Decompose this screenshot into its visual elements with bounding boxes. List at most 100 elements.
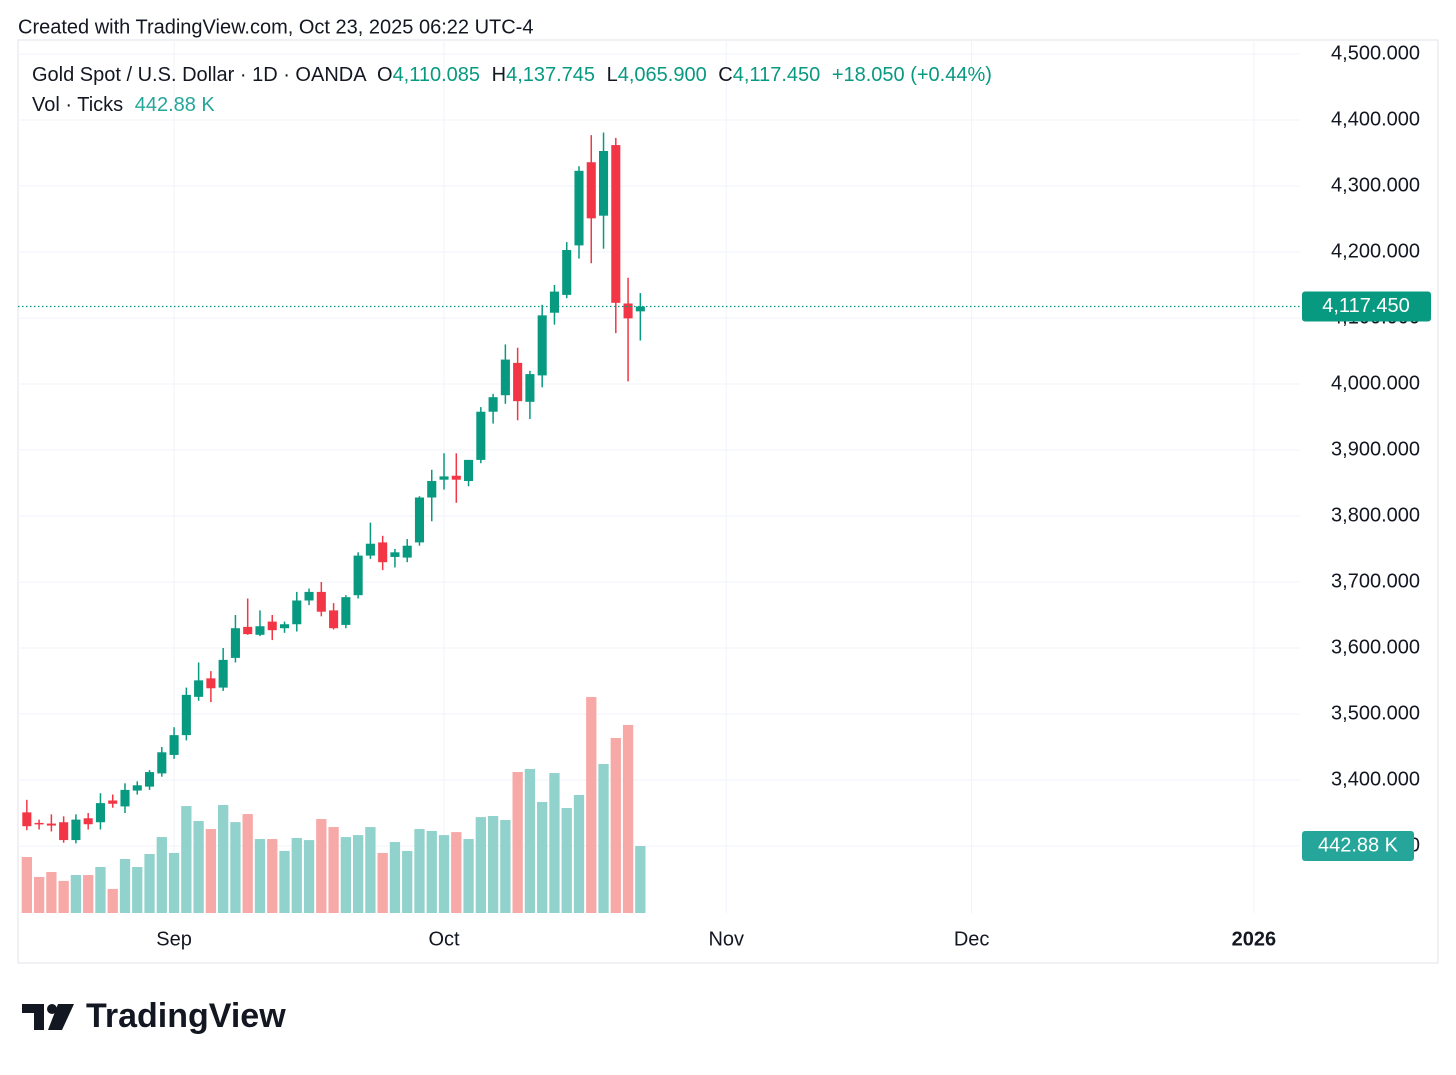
candle-body	[427, 481, 437, 498]
volume-bar	[438, 835, 450, 913]
value: 4,065.900	[618, 64, 707, 86]
logo: TradingView	[22, 997, 286, 1035]
candle-body	[304, 591, 314, 601]
volume-bar	[144, 853, 155, 913]
y-tick-label: 3,800.000	[1331, 504, 1420, 526]
grid	[18, 40, 1300, 913]
candle-body	[194, 680, 204, 697]
key: H	[492, 64, 506, 86]
logo-dot	[47, 1004, 57, 1014]
x-tick-label: Dec	[954, 928, 990, 950]
candle-body	[218, 659, 228, 688]
volume-bar	[303, 840, 315, 913]
volume-bar	[181, 806, 192, 913]
candle-body	[525, 374, 535, 402]
candle-body	[390, 552, 400, 557]
key: L	[607, 64, 618, 86]
volume-bar	[524, 768, 536, 913]
candle-body	[243, 626, 253, 635]
volume-bar	[95, 867, 106, 913]
candle-body	[488, 397, 498, 412]
y-tick-label: 4,200.000	[1331, 240, 1420, 262]
candle-body	[132, 785, 142, 791]
volume-legend: Vol · Ticks 442.88 K	[32, 94, 215, 116]
candle-body	[341, 597, 351, 625]
credit: Created with TradingView.com, Oct 23, 20…	[18, 16, 533, 38]
candle-body	[574, 170, 584, 246]
candle-body	[267, 621, 277, 631]
y-tick-label: 4,400.000	[1331, 108, 1420, 130]
x-tick-label: 2026	[1232, 928, 1277, 950]
volume-bar	[279, 850, 290, 913]
candle-body	[157, 752, 167, 774]
overlay: 3,300.0003,400.0003,500.0003,600.0003,70…	[18, 42, 1431, 950]
volume-bar	[156, 837, 167, 913]
y-tick-label: 4,500.000	[1331, 42, 1420, 64]
y-tick-label: 3,600.000	[1331, 636, 1420, 658]
volume-bar	[254, 839, 266, 913]
volume-bar	[561, 808, 572, 913]
volume-bar	[487, 816, 499, 913]
volume-bar	[218, 804, 229, 913]
volume-bar	[475, 817, 486, 913]
candle-body	[586, 162, 596, 219]
key: C	[718, 64, 732, 86]
volume-bar	[598, 763, 609, 913]
candle-body	[353, 555, 363, 596]
value: 4,137.745	[506, 64, 595, 86]
volume-value: 442.88 K	[135, 94, 216, 116]
candle-body	[95, 803, 105, 823]
volume-bar	[230, 822, 241, 913]
volume-bar	[635, 845, 646, 913]
y-tick-label: 3,700.000	[1331, 570, 1420, 592]
candle-body	[476, 411, 486, 460]
volume-bar	[267, 839, 278, 913]
candle-body	[513, 362, 523, 402]
candle-body	[292, 600, 302, 625]
volume-bar	[107, 888, 118, 913]
volume-bar	[205, 829, 217, 913]
legend: Gold Spot / U.S. Dollar · 1D · OANDA O4,…	[32, 64, 992, 86]
volume-bar	[622, 724, 634, 913]
volume-bar	[33, 876, 45, 913]
volume-bar	[549, 773, 560, 913]
volume-bar	[389, 842, 401, 913]
volume-bar	[537, 801, 548, 913]
volume-bar	[451, 832, 462, 913]
volume-bar	[132, 867, 143, 913]
last-price-tag	[1302, 291, 1431, 322]
logo-icon	[22, 1004, 74, 1030]
volume-bar	[377, 852, 388, 913]
volume-bar	[291, 837, 302, 913]
candle-body	[414, 497, 425, 543]
volume-bar	[573, 794, 585, 913]
candle-body	[402, 545, 412, 558]
y-tick-label: 4,300.000	[1331, 174, 1420, 196]
candle-body	[169, 735, 179, 755]
volume-bar	[463, 839, 474, 913]
volume-bar	[83, 875, 94, 913]
brand: TradingView	[86, 997, 286, 1035]
candle-body	[34, 822, 44, 825]
marks	[21, 132, 646, 913]
volume-bar	[119, 858, 131, 913]
volume-bar	[402, 850, 413, 913]
key: O	[377, 64, 393, 86]
volume-bar	[500, 819, 511, 913]
candle-body	[329, 610, 339, 629]
candle-body	[611, 145, 621, 303]
volume-bar	[365, 827, 376, 913]
candle-body	[464, 459, 474, 482]
candle-body	[83, 818, 93, 825]
y-tick-label: 4,000.000	[1331, 372, 1420, 394]
candle-body	[46, 823, 56, 826]
candle-body	[181, 694, 191, 736]
volume-title: Vol · Ticks	[32, 94, 123, 116]
volume-bar	[242, 814, 253, 913]
candle-body	[120, 789, 130, 807]
volume-bar	[414, 829, 425, 913]
x-tick-label: Sep	[156, 928, 192, 950]
candle-body	[635, 306, 645, 312]
